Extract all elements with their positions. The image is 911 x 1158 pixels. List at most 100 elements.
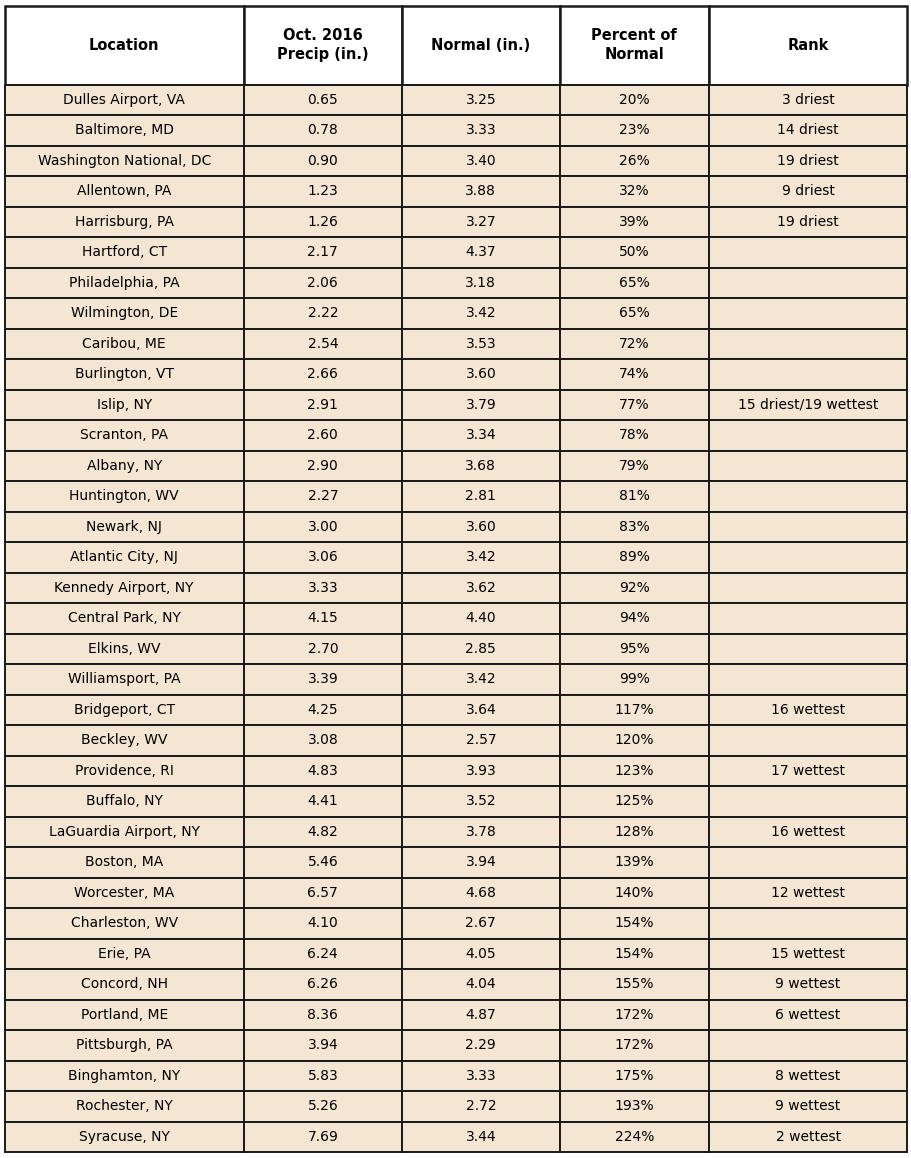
Text: 3.94: 3.94: [465, 856, 496, 870]
Bar: [402, 115, 559, 146]
Bar: [402, 603, 559, 633]
Bar: [243, 1091, 402, 1122]
Text: 172%: 172%: [614, 1039, 653, 1053]
Text: 26%: 26%: [619, 154, 649, 168]
Text: 74%: 74%: [619, 367, 649, 381]
Bar: [402, 450, 559, 481]
Bar: [5, 999, 243, 1031]
Bar: [402, 389, 559, 420]
Text: Bridgeport, CT: Bridgeport, CT: [74, 703, 175, 717]
Text: 175%: 175%: [614, 1069, 653, 1083]
Bar: [243, 725, 402, 756]
Bar: [402, 756, 559, 786]
Bar: [5, 1031, 243, 1061]
Bar: [559, 512, 708, 542]
Bar: [243, 1061, 402, 1091]
Bar: [708, 389, 906, 420]
Bar: [5, 1122, 243, 1152]
Bar: [402, 206, 559, 237]
Bar: [708, 695, 906, 725]
Bar: [243, 329, 402, 359]
Bar: [402, 1091, 559, 1122]
Text: 7.69: 7.69: [307, 1130, 338, 1144]
Bar: [5, 542, 243, 572]
Text: 4.68: 4.68: [465, 886, 496, 900]
Bar: [559, 1061, 708, 1091]
Bar: [708, 329, 906, 359]
Bar: [5, 908, 243, 939]
Text: Rochester, NY: Rochester, NY: [76, 1099, 172, 1114]
Bar: [243, 756, 402, 786]
Bar: [5, 603, 243, 633]
Bar: [243, 542, 402, 572]
Text: 4.10: 4.10: [307, 916, 338, 930]
Text: 117%: 117%: [614, 703, 653, 717]
Text: 2.17: 2.17: [307, 245, 338, 259]
Text: Huntington, WV: Huntington, WV: [69, 490, 179, 504]
Bar: [402, 878, 559, 908]
Bar: [402, 999, 559, 1031]
Text: 9 driest: 9 driest: [781, 184, 834, 198]
Text: 3.18: 3.18: [465, 276, 496, 290]
Text: 3.40: 3.40: [465, 154, 496, 168]
Bar: [708, 572, 906, 603]
Text: 0.90: 0.90: [307, 154, 338, 168]
Text: 3.44: 3.44: [465, 1130, 496, 1144]
Bar: [243, 969, 402, 999]
Bar: [708, 603, 906, 633]
Bar: [243, 450, 402, 481]
Text: 8 wettest: 8 wettest: [774, 1069, 840, 1083]
Bar: [5, 6, 243, 85]
Text: Beckley, WV: Beckley, WV: [81, 733, 168, 747]
Bar: [559, 6, 708, 85]
Text: 1.26: 1.26: [307, 214, 338, 229]
Bar: [402, 1122, 559, 1152]
Bar: [559, 389, 708, 420]
Bar: [5, 146, 243, 176]
Bar: [559, 359, 708, 389]
Text: Philadelphia, PA: Philadelphia, PA: [69, 276, 179, 290]
Bar: [559, 695, 708, 725]
Text: Harrisburg, PA: Harrisburg, PA: [75, 214, 173, 229]
Bar: [402, 6, 559, 85]
Bar: [559, 816, 708, 848]
Bar: [559, 115, 708, 146]
Bar: [708, 786, 906, 816]
Text: 3.25: 3.25: [465, 93, 496, 107]
Text: Williamsport, PA: Williamsport, PA: [67, 673, 180, 687]
Bar: [243, 298, 402, 329]
Text: 2.06: 2.06: [307, 276, 338, 290]
Text: 19 driest: 19 driest: [776, 214, 838, 229]
Bar: [708, 939, 906, 969]
Bar: [402, 939, 559, 969]
Text: 65%: 65%: [619, 307, 649, 321]
Bar: [559, 176, 708, 206]
Bar: [708, 848, 906, 878]
Text: 139%: 139%: [614, 856, 653, 870]
Bar: [559, 848, 708, 878]
Bar: [402, 512, 559, 542]
Bar: [559, 725, 708, 756]
Bar: [708, 267, 906, 298]
Text: 39%: 39%: [619, 214, 649, 229]
Text: 0.65: 0.65: [307, 93, 338, 107]
Bar: [243, 359, 402, 389]
Text: Burlington, VT: Burlington, VT: [75, 367, 173, 381]
Text: Kennedy Airport, NY: Kennedy Airport, NY: [55, 581, 194, 595]
Text: 3.33: 3.33: [465, 123, 496, 138]
Bar: [559, 329, 708, 359]
Text: 3.33: 3.33: [307, 581, 338, 595]
Bar: [559, 146, 708, 176]
Bar: [708, 146, 906, 176]
Text: 2.81: 2.81: [465, 490, 496, 504]
Bar: [243, 85, 402, 115]
Text: 14 driest: 14 driest: [776, 123, 838, 138]
Text: Hartford, CT: Hartford, CT: [82, 245, 167, 259]
Text: 4.25: 4.25: [307, 703, 338, 717]
Bar: [559, 786, 708, 816]
Text: 4.82: 4.82: [307, 824, 338, 838]
Text: 3.79: 3.79: [465, 398, 496, 412]
Text: 193%: 193%: [614, 1099, 653, 1114]
Bar: [559, 237, 708, 267]
Bar: [559, 969, 708, 999]
